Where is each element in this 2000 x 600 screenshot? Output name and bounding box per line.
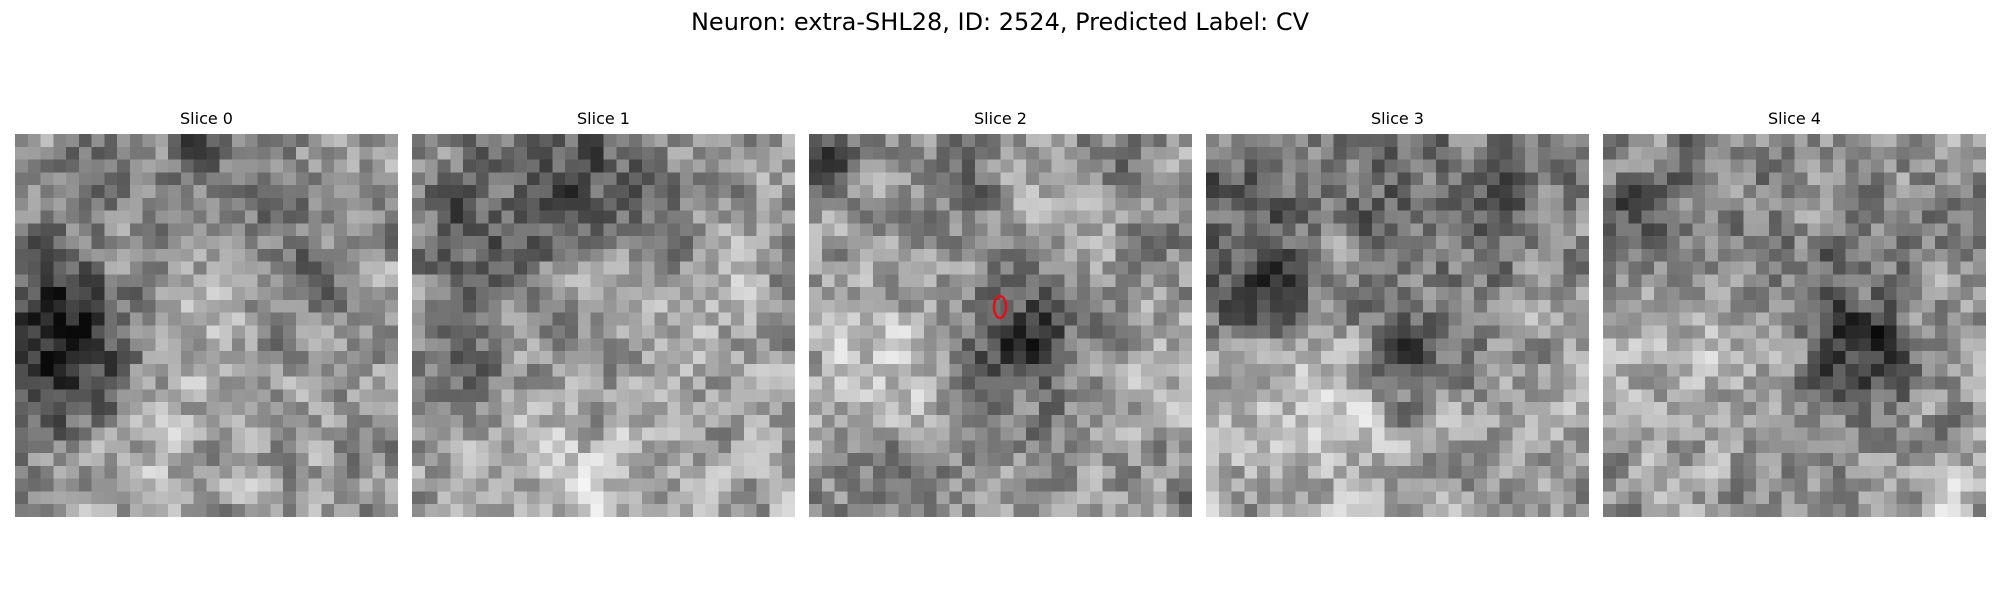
slice-panel-0: Slice 0 — [15, 108, 398, 517]
slice-image-0 — [15, 134, 398, 517]
slice-image-3 — [1206, 134, 1589, 517]
figure-title: Neuron: extra-SHL28, ID: 2524, Predicted… — [690, 8, 1310, 36]
slice-image-2 — [809, 134, 1192, 517]
slice-title-4: Slice 4 — [1768, 109, 1821, 128]
slice-panel-4: Slice 4 — [1603, 108, 1986, 517]
slice-panel-2: Slice 2 — [809, 108, 1192, 517]
slice-title-1: Slice 1 — [577, 109, 630, 128]
slice-panel-1: Slice 1 — [412, 108, 795, 517]
slice-title-3: Slice 3 — [1371, 109, 1424, 128]
slice-panel-3: Slice 3 — [1206, 108, 1589, 517]
slice-image-1 — [412, 134, 795, 517]
slice-image-4 — [1603, 134, 1986, 517]
slice-title-0: Slice 0 — [180, 109, 233, 128]
slice-title-2: Slice 2 — [974, 109, 1027, 128]
